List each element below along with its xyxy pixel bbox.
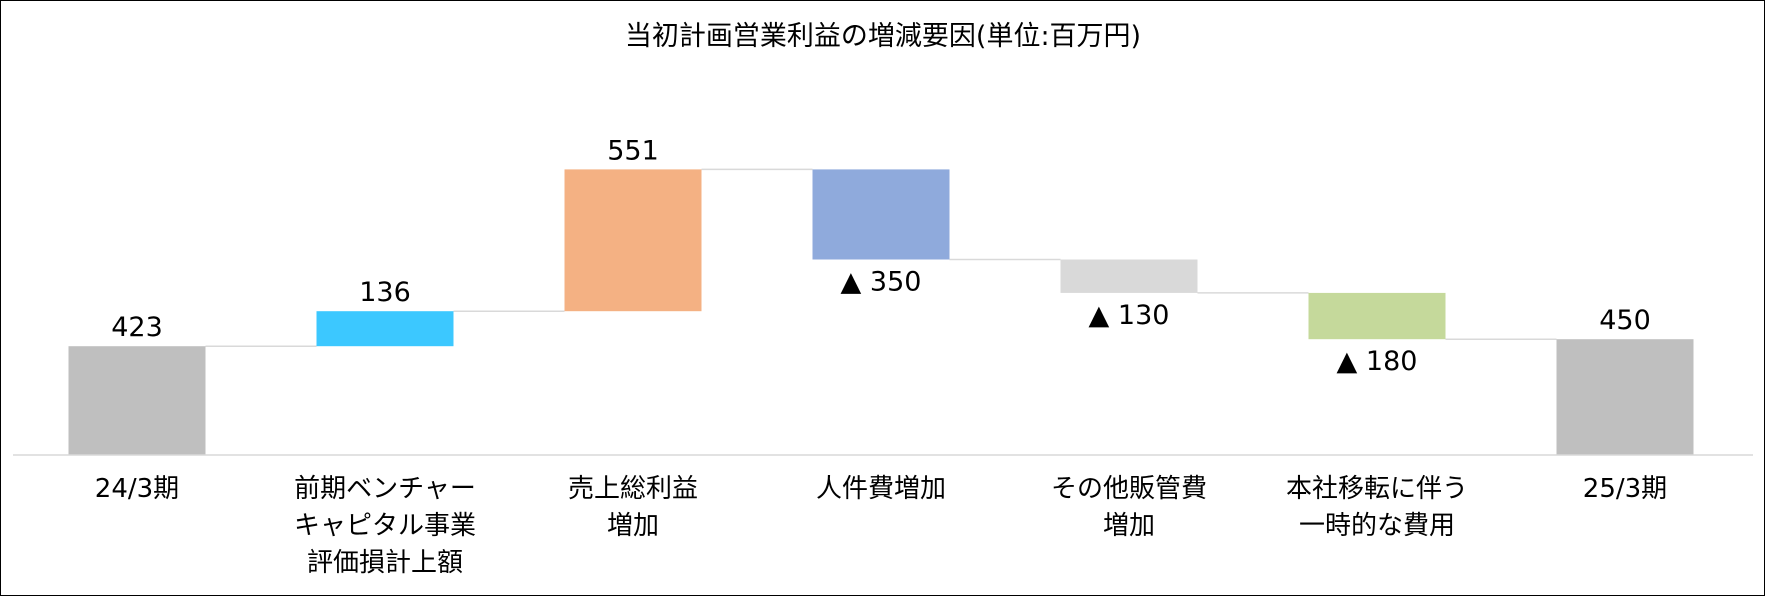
category-label: 売上総利益増加	[568, 474, 698, 541]
category-labels: 24/3期 前期ベンチャーキャピタル事業評価損計上額 売上総利益増加 人件費増加 その他…	[95, 474, 1667, 578]
category-label: 前期ベンチャーキャピタル事業評価損計上額	[294, 474, 476, 578]
connector-lines	[205, 168, 1557, 347]
data-label: ▲ 180	[1337, 346, 1418, 377]
bar-1	[68, 346, 206, 455]
data-labels: 423 136 551 ▲ 350 ▲ 130 ▲ 180 450	[111, 135, 1651, 377]
category-label: 25/3期	[1583, 474, 1667, 504]
category-label: その他販管費増加	[1051, 474, 1207, 541]
category-label: 本社移転に伴う一時的な費用	[1286, 474, 1468, 541]
category-label: 24/3期	[95, 474, 179, 504]
data-label: ▲ 130	[1089, 300, 1170, 331]
data-label: ▲ 350	[841, 267, 922, 298]
category-label: 人件費増加	[816, 474, 946, 504]
bar-7	[1556, 339, 1694, 455]
data-label: 450	[1599, 305, 1651, 336]
bar-4	[812, 169, 950, 260]
bar-5	[1060, 259, 1198, 293]
data-label: 136	[359, 277, 411, 308]
bar-3	[564, 169, 702, 312]
data-label: 423	[111, 312, 163, 343]
data-label: 551	[607, 135, 659, 166]
bars	[68, 169, 1694, 455]
bar-6	[1308, 292, 1446, 340]
chart-title: 当初計画営業利益の増減要因(単位:百万円)	[625, 21, 1141, 52]
bar-2	[316, 311, 454, 347]
